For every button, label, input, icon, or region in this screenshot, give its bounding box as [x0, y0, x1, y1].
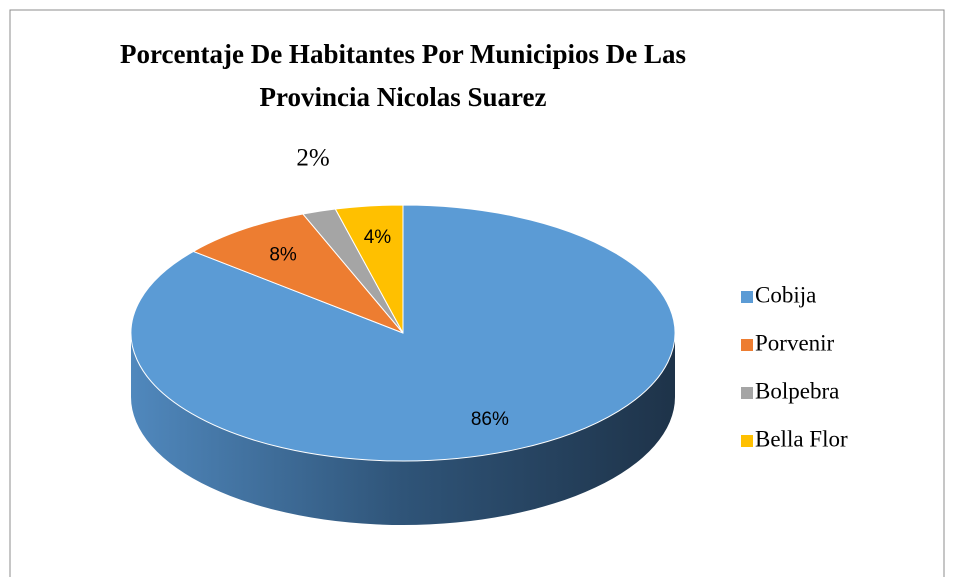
chart-title: Porcentaje De Habitantes Por Municipios …: [120, 39, 686, 112]
data-label: 86%: [471, 409, 509, 430]
slice-side: [131, 333, 675, 525]
data-label: 2%: [296, 145, 329, 172]
legend-label: Bella Flor: [755, 426, 848, 451]
legend-swatch: [741, 387, 753, 399]
data-label: 4%: [364, 227, 392, 248]
legend-label: Bolpebra: [755, 378, 839, 403]
legend-swatch: [741, 435, 753, 447]
legend-swatch: [741, 339, 753, 351]
legend-label: Porvenir: [755, 330, 835, 355]
legend-label: Cobija: [755, 282, 816, 307]
slice: [334, 204, 404, 334]
slice: [192, 213, 404, 334]
data-label: 8%: [269, 244, 297, 265]
legend-swatch: [741, 291, 753, 303]
